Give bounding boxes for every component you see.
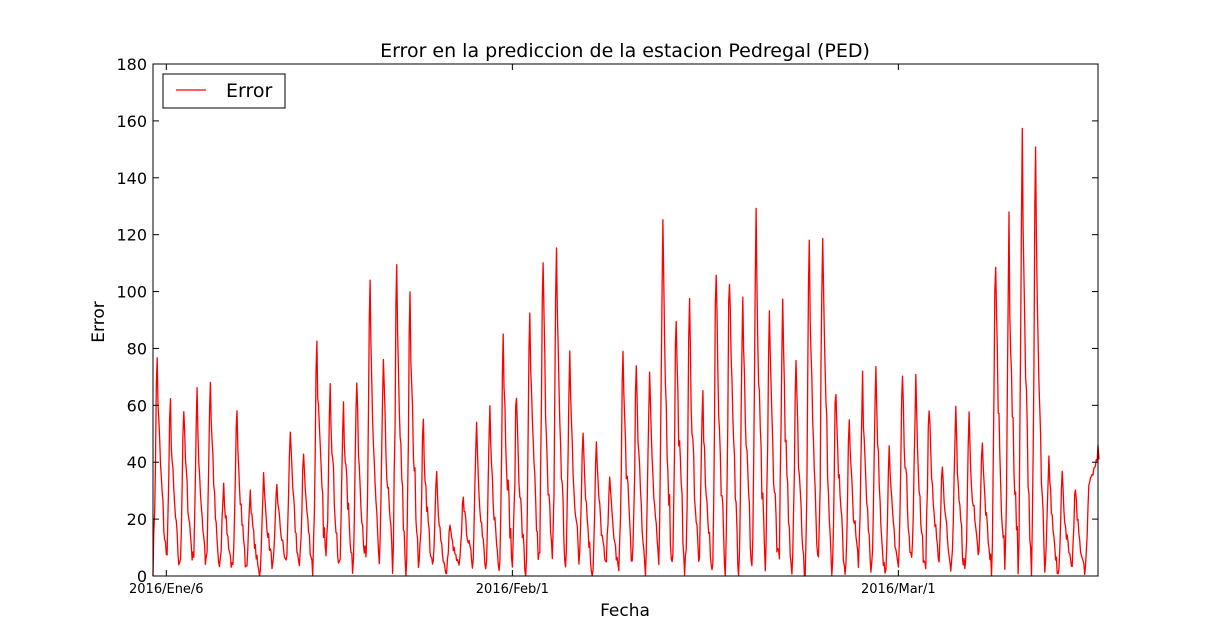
y-tick-label: 120 bbox=[116, 226, 147, 245]
y-tick-label: 180 bbox=[116, 55, 147, 74]
x-axis: 2016/Ene/6 2016/Feb/1 2016/Mar/1 bbox=[129, 64, 936, 597]
y-axis: 0 20 40 60 80 100 120 140 160 180 bbox=[116, 55, 1098, 586]
series-layer bbox=[152, 127, 1100, 577]
x-tick-label: 2016/Feb/1 bbox=[476, 582, 549, 597]
y-axis-label: Error bbox=[89, 301, 109, 342]
y-tick-label: 140 bbox=[116, 169, 147, 188]
legend-label-error: Error bbox=[226, 80, 273, 102]
legend-box bbox=[162, 73, 286, 109]
legend: Error bbox=[162, 73, 286, 109]
plot-frame bbox=[152, 63, 1099, 577]
series-line-error bbox=[152, 127, 1100, 577]
chart-title: Error en la prediccion de la estacion Pe… bbox=[380, 40, 870, 62]
y-tick-label: 60 bbox=[127, 396, 147, 415]
x-tick-label: 2016/Ene/6 bbox=[129, 582, 204, 597]
x-tick-label: 2016/Mar/1 bbox=[861, 582, 936, 597]
y-tick-label: 100 bbox=[116, 283, 147, 302]
y-tick-label: 160 bbox=[116, 112, 147, 131]
x-axis-label: Fecha bbox=[600, 601, 650, 621]
y-tick-label: 80 bbox=[127, 339, 147, 358]
y-tick-label: 20 bbox=[127, 510, 147, 529]
y-tick-label: 0 bbox=[137, 567, 147, 586]
y-tick-label: 40 bbox=[127, 453, 147, 472]
